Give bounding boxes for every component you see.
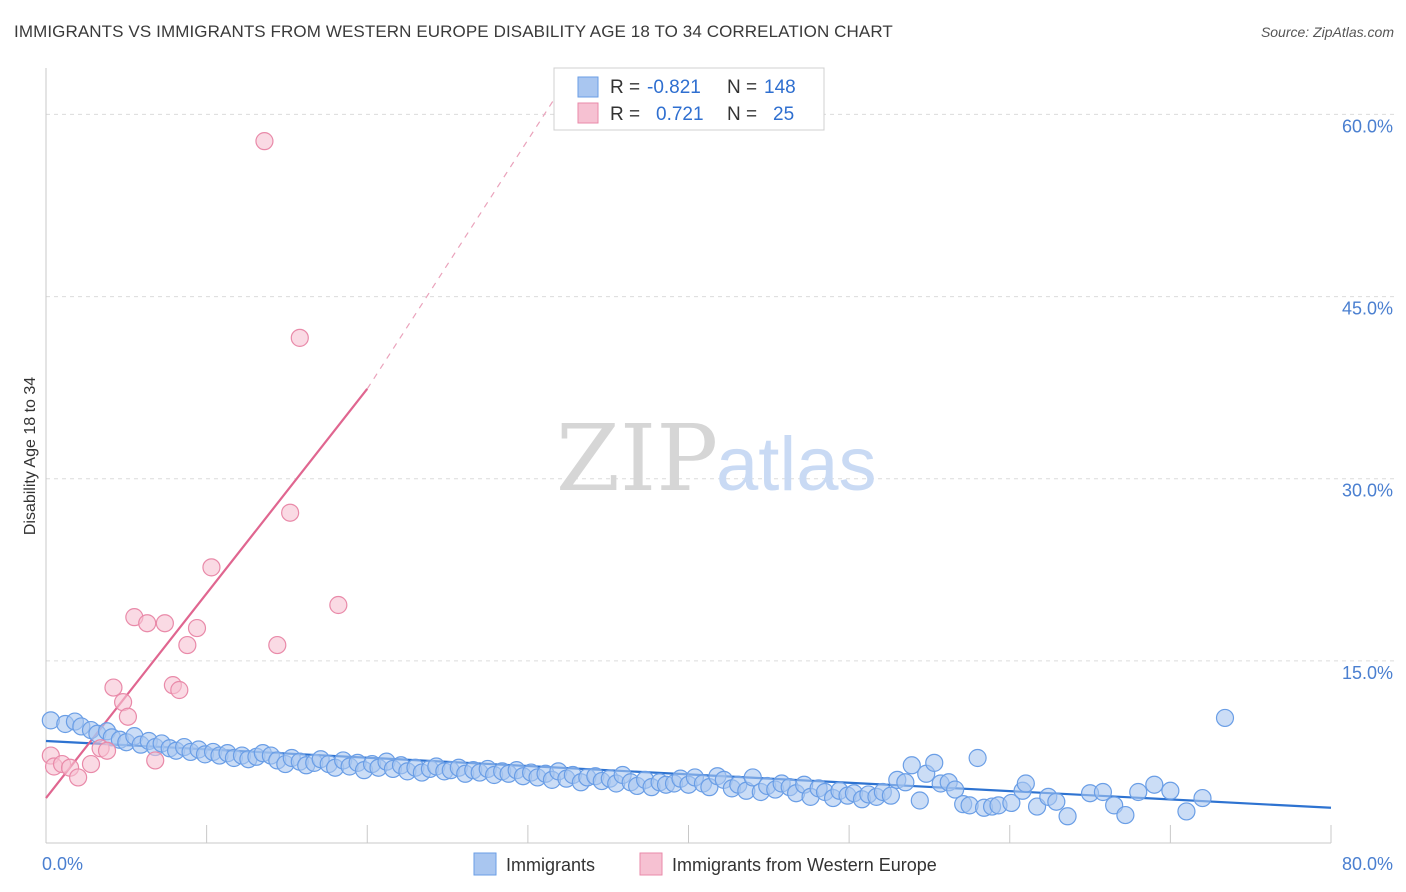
bottom-legend-label-western-europe: Immigrants from Western Europe — [672, 855, 937, 875]
point-immigrants — [1193, 788, 1212, 808]
point-immigrants — [1047, 792, 1066, 811]
point-immigrants — [1093, 782, 1113, 802]
point-western-europe — [118, 707, 138, 726]
legend-n-label-2: N = — [727, 104, 757, 125]
x-tick-label: 0.0% — [42, 854, 83, 874]
legend-r-label-1: R = — [610, 77, 640, 98]
bottom-legend-swatch-immigrants — [473, 852, 497, 876]
watermark-zip: ZIP — [556, 405, 718, 512]
point-immigrants — [1116, 805, 1135, 825]
point-western-europe — [97, 741, 117, 760]
legend-swatch-western-europe — [577, 102, 599, 124]
point-immigrants — [1129, 782, 1148, 802]
point-western-europe — [255, 132, 274, 151]
point-western-europe — [155, 614, 174, 633]
point-western-europe — [329, 595, 348, 615]
point-western-europe — [290, 328, 309, 347]
legend-n-value-2: 25 — [773, 104, 794, 125]
point-immigrants — [946, 780, 965, 799]
point-western-europe — [138, 614, 157, 633]
correlation-legend: R = -0.821 N = 148 R = 0.721 N = 25 — [553, 67, 825, 131]
point-western-europe — [170, 680, 189, 700]
point-immigrants — [1145, 775, 1164, 794]
point-immigrants — [1161, 781, 1180, 800]
y-axis-label: Disability Age 18 to 34 — [22, 377, 39, 535]
legend-n-value-1: 148 — [764, 77, 796, 98]
point-immigrants — [881, 786, 900, 805]
point-western-europe — [281, 503, 300, 522]
y-tick-label: 45.0% — [1342, 299, 1393, 319]
point-immigrants — [1058, 807, 1077, 826]
bottom-legend-label-immigrants: Immigrants — [506, 855, 595, 875]
point-western-europe — [104, 678, 123, 697]
bottom-legend-swatch-western-europe — [639, 852, 663, 876]
data-points — [41, 132, 1235, 826]
grid-lines — [46, 113, 1395, 662]
y-tick-label: 60.0% — [1342, 116, 1393, 136]
point-immigrants — [968, 748, 987, 768]
x-tick-labels: 0.0% 80.0% — [42, 854, 1393, 874]
legend-swatch-immigrants — [577, 76, 599, 98]
trend-line-western-europe-extension — [366, 89, 561, 390]
y-tick-label: 15.0% — [1342, 663, 1393, 683]
point-immigrants — [1016, 774, 1035, 793]
x-tick-label: 80.0% — [1342, 854, 1393, 874]
point-western-europe — [81, 754, 101, 774]
point-western-europe — [178, 635, 197, 655]
point-immigrants — [1002, 793, 1021, 813]
point-western-europe — [69, 768, 88, 787]
watermark: ZIP atlas — [556, 405, 877, 512]
point-immigrants — [896, 773, 915, 792]
legend-r-value-2: 0.721 — [656, 104, 704, 125]
watermark-atlas: atlas — [716, 422, 877, 507]
point-immigrants — [1177, 802, 1196, 821]
y-tick-label: 30.0% — [1342, 481, 1393, 501]
point-immigrants — [925, 753, 944, 772]
chart-title: IMMIGRANTS VS IMMIGRANTS FROM WESTERN EU… — [14, 22, 893, 41]
legend-r-value-1: -0.821 — [647, 77, 701, 98]
point-immigrants — [902, 756, 921, 775]
point-immigrants — [743, 768, 762, 787]
point-western-europe — [268, 635, 287, 655]
point-western-europe — [202, 558, 221, 577]
point-immigrants — [1215, 708, 1235, 728]
legend-n-label-1: N = — [727, 77, 757, 98]
series-legend: Immigrants Immigrants from Western Europ… — [473, 852, 937, 876]
point-immigrants — [910, 791, 929, 810]
point-western-europe — [146, 751, 165, 770]
source-label: Source: ZipAtlas.com — [1260, 24, 1394, 40]
legend-r-label-2: R = — [610, 104, 640, 125]
y-tick-labels: 15.0% 30.0% 45.0% 60.0% — [1342, 116, 1393, 682]
point-western-europe — [187, 618, 207, 638]
